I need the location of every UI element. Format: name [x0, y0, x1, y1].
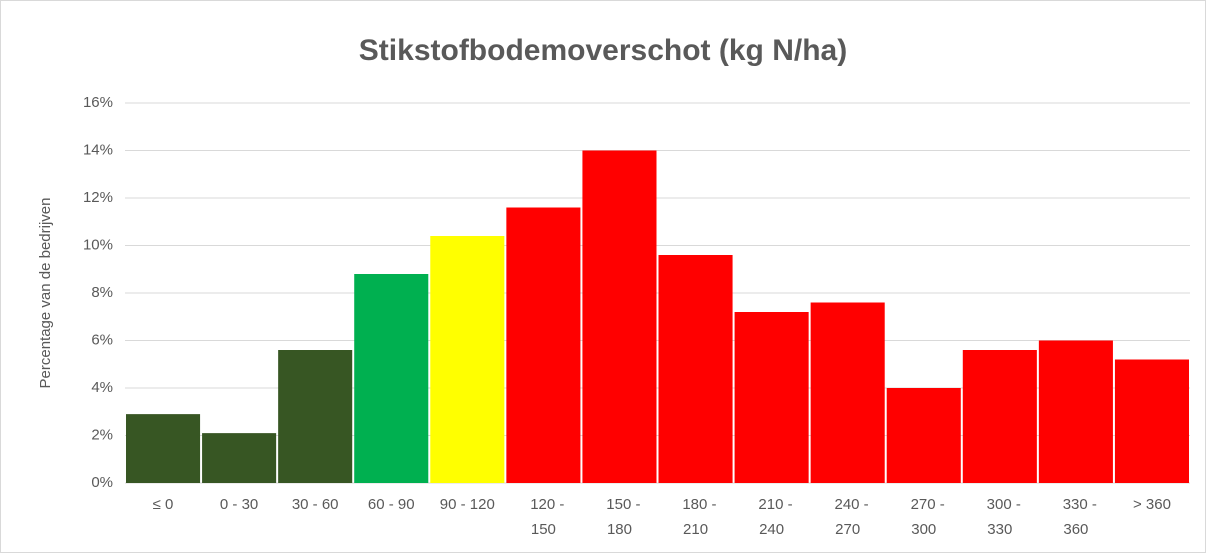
- bar: [202, 433, 277, 483]
- y-tick-label: 6%: [91, 331, 113, 348]
- x-tick-label: 60 - 90: [368, 496, 415, 513]
- bar: [506, 207, 581, 483]
- x-tick-label: 330 - 360: [1063, 496, 1101, 538]
- bar: [354, 274, 429, 483]
- x-tick-label: 120 - 150: [530, 496, 568, 538]
- y-tick-label: 4%: [91, 379, 113, 396]
- bar: [734, 312, 809, 483]
- x-tick-label: 300 - 330: [987, 496, 1025, 538]
- x-tick-label: > 360: [1133, 496, 1171, 513]
- bar: [810, 302, 885, 483]
- y-tick-label: 0%: [91, 474, 113, 491]
- x-tick-label: 0 - 30: [220, 496, 258, 513]
- bar: [658, 255, 733, 483]
- x-tick-label: 210 - 240: [758, 496, 796, 538]
- chart-title: Stikstofbodemoverschot (kg N/ha): [359, 34, 847, 67]
- x-tick-label: 270 - 300: [911, 496, 949, 538]
- x-tick-label: ≤ 0: [153, 496, 174, 513]
- bar: [1038, 340, 1113, 483]
- y-tick-label: 2%: [91, 426, 113, 443]
- x-tick-label: 240 - 270: [834, 496, 872, 538]
- bar: [278, 350, 353, 483]
- y-tick-label: 14%: [83, 141, 113, 158]
- x-tick-label: 150 - 180: [606, 496, 644, 538]
- y-tick-label: 12%: [83, 189, 113, 206]
- x-tick-label: 180 - 210: [682, 496, 720, 538]
- bar: [886, 388, 961, 483]
- y-axis-label: Percentage van de bedrijven: [37, 198, 54, 389]
- bar: [582, 150, 657, 483]
- x-tick-label: 30 - 60: [292, 496, 339, 513]
- bar: [430, 236, 505, 483]
- y-tick-label: 8%: [91, 284, 113, 301]
- y-tick-label: 10%: [83, 236, 113, 253]
- bar: [1114, 359, 1189, 483]
- x-tick-label: 90 - 120: [440, 496, 495, 513]
- bar: [962, 350, 1037, 483]
- bar: [126, 414, 201, 483]
- y-tick-label: 16%: [83, 94, 113, 111]
